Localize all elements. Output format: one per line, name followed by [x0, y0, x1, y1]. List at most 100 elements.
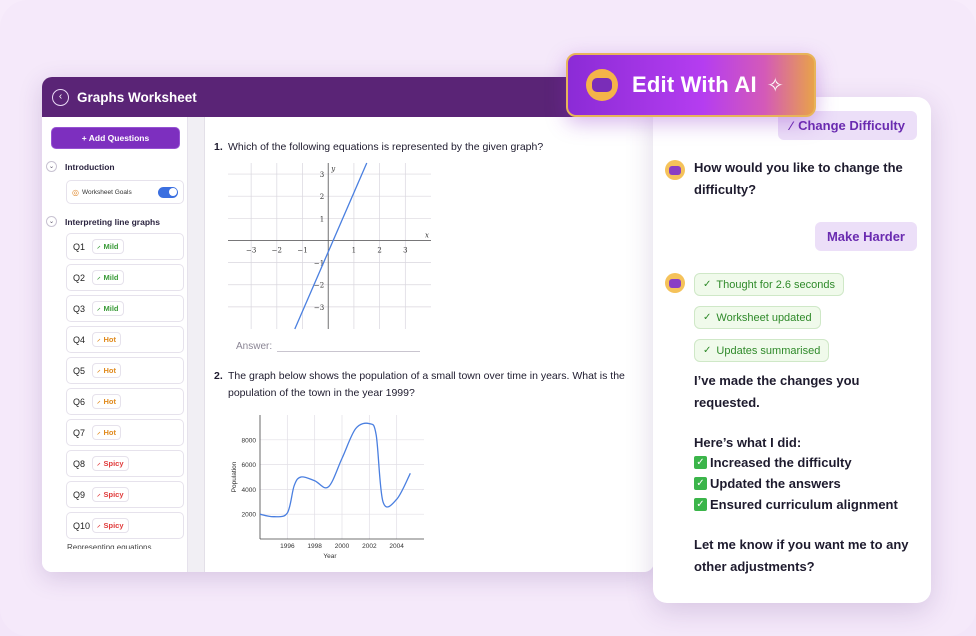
y-tick-label: 1 [320, 215, 324, 223]
check-box-icon: ✓ [694, 498, 707, 511]
chevron-down-icon[interactable]: ⌄ [46, 216, 57, 227]
sidebar: + Add Questions ⌄ Introduction ◎ Workshe… [42, 117, 188, 572]
ai-response-intro: I’ve made the changes you requested. [694, 373, 860, 410]
add-questions-button[interactable]: + Add Questions [51, 127, 180, 149]
difficulty-label: Hot [103, 366, 117, 375]
question-item-q5[interactable]: Q5 ⸝ Hot [66, 357, 184, 384]
population-graph: 1996 1998 2000 2002 2004 2000 4000 6000 8000 Year… [231, 415, 424, 560]
sidebar-divider [188, 117, 205, 572]
pepper-icon: ⸝ [97, 367, 101, 374]
y-tick-label: 3 [320, 171, 324, 179]
ai-question: How would you like to change the difficu… [694, 160, 903, 197]
section-label: Interpreting line graphs [65, 216, 160, 227]
question-text: The graph below shows the population of … [228, 370, 625, 399]
question-id: Q9 [73, 489, 86, 500]
question-id: Q1 [73, 241, 86, 252]
x-tick-label: 1 [352, 246, 356, 254]
y-tick-label: 2 [320, 193, 324, 201]
question-item-q7[interactable]: Q7 ⸝ Hot [66, 419, 184, 446]
list-item: ✓ Increased the difficulty [694, 452, 898, 473]
answer-row: Answer: [236, 341, 654, 352]
y-tick-label: 6000 [242, 462, 257, 469]
goals-toggle[interactable] [158, 186, 178, 198]
difficulty-label: Mild [103, 273, 119, 282]
x-axis-label: Year [323, 553, 337, 560]
question-id: Q8 [73, 458, 86, 469]
y-axis-label: Population [231, 461, 238, 492]
difficulty-label: Mild [103, 304, 119, 313]
data-line [259, 422, 411, 518]
x-axis-label: x [425, 231, 429, 239]
question-text: Which of the following equations is repr… [228, 141, 544, 153]
edit-with-ai-button[interactable]: Edit With AI ✧ [566, 53, 816, 117]
question-id: Q4 [73, 334, 86, 345]
question-item-q2[interactable]: Q2 ⸝ Mild [66, 264, 184, 291]
pepper-icon: ⸝ [97, 305, 101, 312]
question-item-q9[interactable]: Q9 ⸝ Spicy [66, 481, 184, 508]
brush-icon: ⁄ [790, 118, 793, 133]
target-icon: ◎ [72, 187, 79, 197]
question-number: 2. [214, 370, 223, 382]
question-item-q6[interactable]: Q6 ⸝ Hot [66, 388, 184, 415]
pepper-icon: ⸝ [97, 491, 101, 498]
pepper-icon: ⸝ [97, 429, 101, 436]
difficulty-badge: ⸝ Spicy [92, 518, 129, 533]
chevron-left-icon[interactable]: ‹ [52, 88, 69, 106]
pepper-icon: ⸝ [97, 522, 101, 529]
difficulty-label: Spicy [103, 459, 124, 468]
question-2: 2. The graph below shows the population … [214, 368, 654, 402]
x-tick-label: 1998 [307, 543, 322, 550]
x-tick-label: 2000 [335, 543, 350, 550]
worksheet-window: ‹ Graphs Worksheet + Add Questions ⌄ Int… [42, 77, 654, 572]
x-tick-label: 2 [377, 246, 381, 254]
difficulty-label: Hot [103, 428, 117, 437]
pepper-icon: ⸝ [97, 336, 101, 343]
status-text: Worksheet updated [716, 311, 812, 324]
question-item-q3[interactable]: Q3 ⸝ Mild [66, 295, 184, 322]
goals-label: Worksheet Goals [81, 188, 132, 196]
ai-chat-panel: ⁄ Change Difficulty How would you like t… [653, 97, 931, 603]
question-item-q8[interactable]: Q8 ⸝ Spicy [66, 450, 184, 477]
section-interpreting-line-graphs[interactable]: ⌄ Interpreting line graphs [46, 216, 183, 227]
page-title: Graphs Worksheet [77, 89, 197, 105]
ai-response-heading: Here’s what I did: [694, 435, 802, 450]
question-id: Q6 [73, 396, 86, 407]
x-tick-label: −2 [272, 246, 282, 254]
pepper-icon: ⸝ [97, 243, 101, 250]
robot-icon [586, 69, 618, 101]
chevron-down-icon[interactable]: ⌄ [46, 161, 57, 172]
title-bar: ‹ Graphs Worksheet [42, 77, 654, 117]
question-item-q10[interactable]: Q10 ⸝ Spicy [66, 512, 184, 539]
worksheet-content: 1. Which of the following equations is r… [205, 117, 654, 572]
list-item: ✓ Updated the answers [694, 473, 898, 494]
ai-response-list: ✓ Increased the difficulty ✓ Updated the a… [694, 452, 898, 515]
ai-closing: Let me know if you want me to any other … [694, 537, 909, 574]
question-item-q1[interactable]: Q1 ⸝ Mild [66, 233, 184, 260]
ai-avatar-icon [665, 160, 685, 180]
difficulty-label: Hot [103, 397, 117, 406]
section-introduction[interactable]: ⌄ Introduction [46, 161, 183, 172]
y-tick-label: 8000 [242, 437, 257, 444]
difficulty-badge: ⸝ Hot [92, 363, 121, 378]
list-item-text: Ensured curriculum alignment [710, 496, 898, 512]
list-item-text: Updated the answers [710, 475, 841, 491]
check-icon: ✓ [703, 279, 712, 290]
line-graph-1: −3 −2 −1 1 2 3 3 2 1 −1 −2 −3 x y [228, 162, 431, 330]
worksheet-goals-item[interactable]: ◎ Worksheet Goals [66, 180, 184, 204]
status-updates-summarised: ✓ Updates summarised [694, 339, 830, 362]
difficulty-label: Spicy [103, 521, 124, 530]
x-tick-label: 1996 [280, 543, 295, 550]
make-harder-reply[interactable]: Make Harder [814, 222, 917, 251]
list-item: ✓ Ensured curriculum alignment [694, 494, 898, 515]
change-difficulty-chip[interactable]: ⁄ Change Difficulty [778, 111, 917, 140]
section-label: Introduction [65, 161, 115, 172]
difficulty-badge: ⸝ Spicy [92, 487, 129, 502]
sparkles-icon: ✧ [766, 74, 784, 97]
answer-input[interactable] [277, 343, 421, 352]
x-tick-label: 2004 [389, 543, 404, 550]
status-text: Updates summarised [716, 344, 821, 357]
difficulty-badge: ⸝ Mild [92, 301, 124, 316]
question-item-q4[interactable]: Q4 ⸝ Hot [66, 326, 184, 353]
next-section-label[interactable]: Representing equations [67, 543, 152, 549]
question-list: Q1 ⸝ Mild Q2 ⸝ Mild Q3 ⸝ Mild Q4 ⸝ Hot Q5 ⸝ Hot Q6 ⸝ Hot Q… [66, 233, 184, 539]
